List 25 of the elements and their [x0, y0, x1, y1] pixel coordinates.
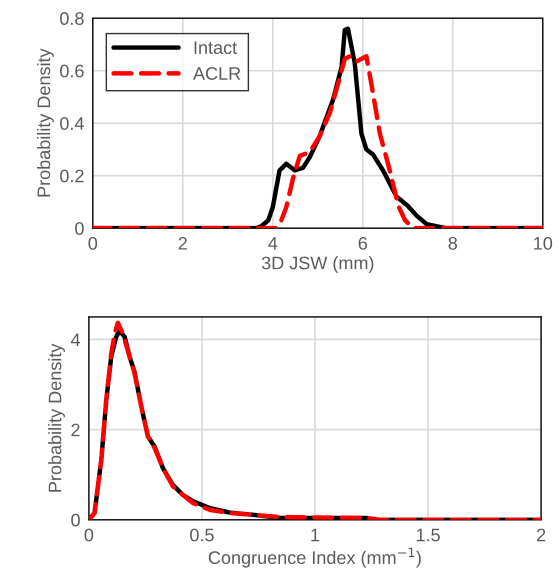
legend-label: Intact [194, 41, 238, 54]
y-tick-label: 2 [71, 424, 80, 436]
x-tick-label: 0 [84, 528, 94, 542]
x-tick-label: 10 [534, 236, 552, 250]
x-tick-label: 4 [268, 237, 278, 250]
y-tick-label: 0 [75, 222, 84, 235]
x-tick-label: 8 [448, 236, 458, 250]
x-axis-title: 3D JSW (mm) [262, 256, 374, 273]
x-axis-title: Congruence Index (mm$^{−1}$) [208, 548, 421, 568]
x-tick-label: 1 [311, 528, 320, 542]
x-tick-label: 6 [358, 236, 368, 250]
y-tick-label: 0.4 [60, 117, 84, 130]
y-axis-title: Probability Density [36, 48, 54, 196]
x-tick-label: 1.5 [416, 528, 440, 542]
legend-label: ACLR [193, 67, 240, 80]
y-tick-label: 0.2 [60, 170, 84, 182]
y-tick-label: 4 [70, 334, 80, 346]
y-tick-label: 0.8 [60, 12, 84, 25]
x-tick-label: 2 [178, 236, 187, 250]
y-axis-title: Probability Density [48, 344, 65, 492]
x-tick-label: 0.5 [190, 528, 214, 542]
y-tick-label: 0.6 [60, 64, 84, 78]
y-tick-label: 0 [71, 514, 80, 527]
x-tick-label: 2 [537, 528, 546, 542]
x-tick-label: 0 [88, 236, 98, 250]
